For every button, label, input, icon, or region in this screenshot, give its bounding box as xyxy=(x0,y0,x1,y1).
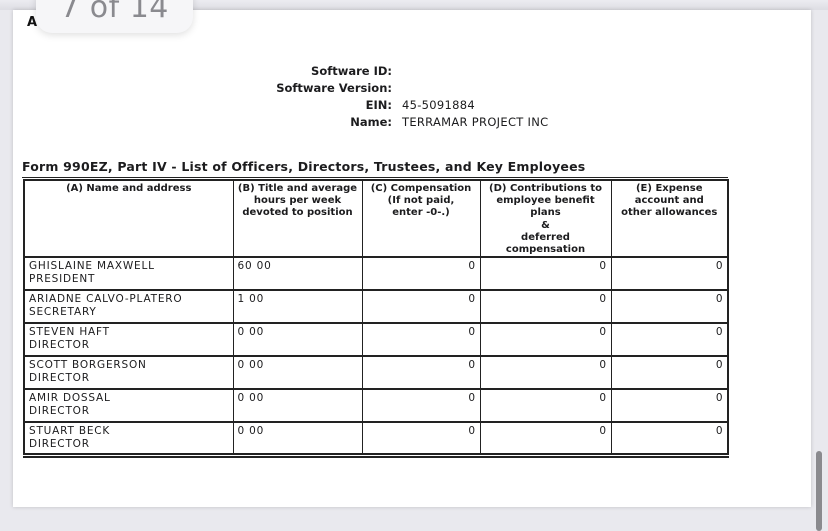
page-indicator-label: 7 of 14 xyxy=(60,0,169,25)
officer-compensation: 0 xyxy=(361,289,481,325)
org-name-label: Name: xyxy=(350,115,392,129)
officer-contributions: 0 xyxy=(479,322,612,358)
ein-label: EIN: xyxy=(365,98,392,112)
col-header-name-address: (A) Name and address xyxy=(23,178,234,259)
officer-expenses: 0 xyxy=(610,289,729,325)
officer-table-row: STUART BECK DIRECTOR 0 00 0 0 0 xyxy=(23,421,729,457)
officer-contributions: 0 xyxy=(479,289,612,325)
org-name-value: TERRAMAR PROJECT INC xyxy=(402,115,549,129)
officer-table-row: GHISLAINE MAXWELL PRESIDENT 60 00 0 0 0 xyxy=(23,256,729,292)
software-version-label: Software Version: xyxy=(276,81,392,95)
officer-title: SECRETARY xyxy=(29,306,97,319)
meta-row-software-version: Software Version: xyxy=(13,80,811,97)
officer-compensation: 0 xyxy=(361,388,481,424)
officer-table-row: STEVEN HAFT DIRECTOR 0 00 0 0 0 xyxy=(23,322,729,358)
col-header-title-hours: (B) Title and average hours per week dev… xyxy=(232,178,363,259)
officer-table-body: GHISLAINE MAXWELL PRESIDENT 60 00 0 0 0 … xyxy=(23,256,729,457)
officer-title: DIRECTOR xyxy=(29,339,90,352)
officer-title: DIRECTOR xyxy=(29,438,90,451)
page-indicator-pill: 7 of 14 xyxy=(36,0,193,33)
officer-name: GHISLAINE MAXWELL xyxy=(29,260,155,273)
meta-row-ein: EIN: 45-5091884 xyxy=(13,97,811,114)
officer-expenses: 0 xyxy=(610,322,729,358)
officer-compensation: 0 xyxy=(361,421,481,457)
officer-expenses: 0 xyxy=(610,256,729,292)
officer-hours: 1 00 xyxy=(232,289,363,325)
software-meta-block: Software ID: Software Version: EIN: 45-5… xyxy=(13,63,811,131)
officer-hours: 0 00 xyxy=(232,322,363,358)
officer-expenses: 0 xyxy=(610,421,729,457)
meta-row-software-id: Software ID: xyxy=(13,63,811,80)
ein-value: 45-5091884 xyxy=(402,98,475,112)
officer-compensation: 0 xyxy=(361,355,481,391)
officer-contributions: 0 xyxy=(479,256,612,292)
officer-name: STUART BECK xyxy=(29,425,111,438)
form-section-title: Form 990EZ, Part IV - List of Officers, … xyxy=(22,159,728,178)
col-header-compensation: (C) Compensation (If not paid, enter -0-… xyxy=(361,178,481,259)
officer-table-header-row: (A) Name and address (B) Title and avera… xyxy=(23,178,729,259)
officer-table-row: ARIADNE CALVO-PLATERO SECRETARY 1 00 0 0… xyxy=(23,289,729,325)
officer-compensation: 0 xyxy=(361,256,481,292)
officer-expenses: 0 xyxy=(610,355,729,391)
officer-name: SCOTT BORGERSON xyxy=(29,359,147,372)
toolbar-shadow-band xyxy=(0,0,828,10)
officer-title: DIRECTOR xyxy=(29,405,90,418)
officers-table: (A) Name and address (B) Title and avera… xyxy=(23,178,729,458)
col-header-contributions: (D) Contributions to employee benefit pl… xyxy=(479,178,612,259)
officer-title: DIRECTOR xyxy=(29,372,90,385)
officer-name: STEVEN HAFT xyxy=(29,326,110,339)
officer-title: PRESIDENT xyxy=(29,273,96,286)
officer-hours: 60 00 xyxy=(232,256,363,292)
officer-hours: 0 00 xyxy=(232,355,363,391)
officer-table-row: AMIR DOSSAL DIRECTOR 0 00 0 0 0 xyxy=(23,388,729,424)
officer-hours: 0 00 xyxy=(232,388,363,424)
officer-contributions: 0 xyxy=(479,388,612,424)
vertical-scrollbar-thumb[interactable] xyxy=(816,451,822,531)
officer-contributions: 0 xyxy=(479,355,612,391)
document-page: Ad 7 of 14 Software ID: Software Version… xyxy=(13,0,811,507)
meta-row-name: Name: TERRAMAR PROJECT INC xyxy=(13,114,811,131)
officer-contributions: 0 xyxy=(479,421,612,457)
officer-table-row: SCOTT BORGERSON DIRECTOR 0 00 0 0 0 xyxy=(23,355,729,391)
software-id-label: Software ID: xyxy=(311,64,392,78)
officer-expenses: 0 xyxy=(610,388,729,424)
officer-name: ARIADNE CALVO-PLATERO xyxy=(29,293,183,306)
col-header-expense: (E) Expense account and other allowances xyxy=(610,178,729,259)
officer-compensation: 0 xyxy=(361,322,481,358)
officer-hours: 0 00 xyxy=(232,421,363,457)
officer-name: AMIR DOSSAL xyxy=(29,392,111,405)
